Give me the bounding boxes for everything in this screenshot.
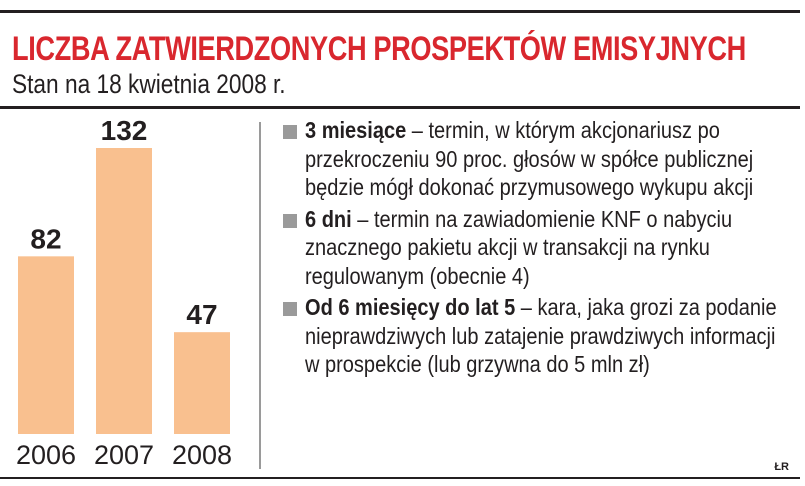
- square-bullet-icon: [283, 302, 297, 316]
- chart-title: LICZBA ZATWIERDZONYCH PROSPEKTÓW EMISYJN…: [12, 30, 746, 68]
- notes-list: 3 miesiące – termin, w którym akcjonariu…: [283, 116, 803, 382]
- bottom-rule: [0, 477, 800, 479]
- note-item: Od 6 miesięcy do lat 5 – kara, jaka groz…: [283, 293, 803, 379]
- category-label: 2006: [16, 440, 76, 470]
- note-description: – termin na zawiadomienie KNF o nabyciu …: [305, 205, 733, 289]
- bar-2007: [96, 148, 152, 434]
- top-rule: [0, 10, 800, 13]
- bar-value-label: 132: [101, 115, 148, 146]
- bar-value-label: 47: [186, 299, 217, 330]
- note-term: Od 6 miesięcy do lat 5: [305, 294, 516, 320]
- bar-value-label: 82: [30, 223, 61, 254]
- bar-2008: [174, 332, 230, 434]
- bar-2006: [18, 256, 74, 434]
- header-divider: [0, 106, 800, 109]
- square-bullet-icon: [283, 213, 297, 228]
- category-label: 2008: [172, 440, 232, 470]
- column-divider: [259, 122, 261, 469]
- note-item: 6 dni – termin na zawiadomienie KNF o na…: [283, 205, 803, 291]
- note-term: 6 dni: [305, 205, 352, 232]
- author-credit: ŁR: [774, 461, 789, 473]
- note-term: 3 miesiące: [305, 117, 407, 143]
- bar-chart: 82 2006 132 2007 47 2008: [16, 115, 232, 470]
- note-item: 3 miesiące – termin, w którym akcjonariu…: [283, 116, 803, 202]
- chart-subtitle: Stan na 18 kwietnia 2008 r.: [12, 69, 286, 99]
- note-description: – termin, w którym akcjonariusz po przek…: [305, 117, 754, 200]
- note-description: – kara, jaka grozi za podanie nieprawdzi…: [305, 294, 777, 377]
- category-label: 2007: [94, 440, 154, 470]
- square-bullet-icon: [283, 125, 297, 139]
